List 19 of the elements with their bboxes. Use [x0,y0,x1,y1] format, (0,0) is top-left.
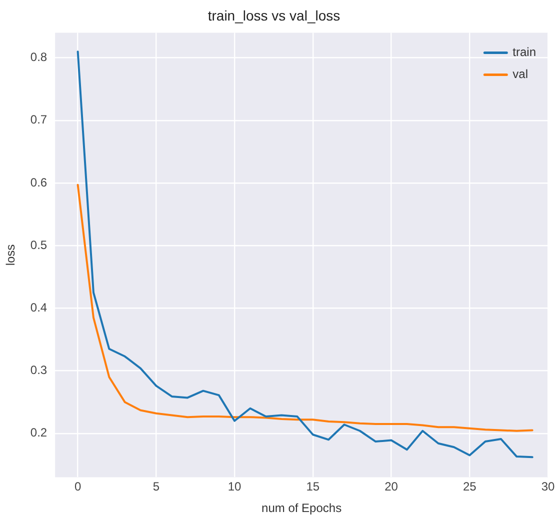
y-tick-label: 0.8 [30,50,48,64]
y-tick-label: 0.7 [30,112,48,127]
x-tick-label: 10 [228,480,242,494]
x-tick-label: 15 [306,480,320,494]
y-tick-label: 0.4 [30,300,48,315]
x-tick-label: 20 [384,480,398,494]
x-tick-label: 5 [152,480,160,494]
y-tick-label: 0.3 [30,363,48,378]
chart-title: train_loss vs val_loss [208,7,340,24]
y-tick-label: 0.6 [30,175,48,190]
x-tick-label: 30 [541,480,555,494]
legend-label: val [512,67,528,82]
y-tick-label: 0.2 [30,426,48,440]
y-axis-title: loss [4,244,18,266]
x-axis-title: num of Epochs [262,501,342,516]
legend-label: train [512,45,536,60]
x-tick-label: 25 [462,480,477,494]
y-tick-label: 0.5 [30,238,48,252]
x-tick-label: 0 [74,480,82,494]
